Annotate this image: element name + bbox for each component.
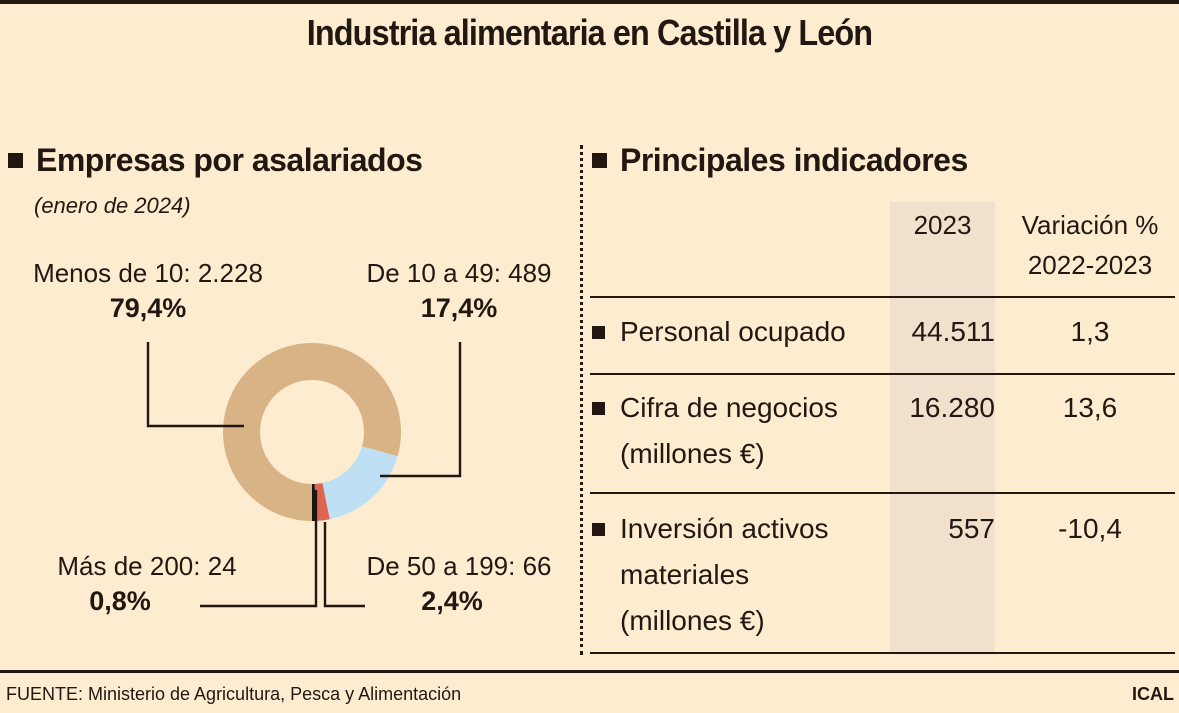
label-50-199: De 50 a 199: 66 2,4% <box>356 551 562 617</box>
label-50-199-count: 66 <box>522 551 552 581</box>
cell-variation-inversion: -10,4 <box>1058 513 1122 544</box>
table-row: Cifra de negocios (millones €) <box>592 385 838 477</box>
table-section-heading: Principales indicadores <box>592 142 968 179</box>
label-50-199-text: De 50 a 199 <box>366 551 509 581</box>
donut-section-heading: Empresas por asalariados <box>8 142 423 179</box>
donut-chart <box>146 342 462 608</box>
cell-2023-inversion: 557 <box>948 513 995 544</box>
slice-menos-10 <box>223 343 401 521</box>
section-divider <box>580 145 583 655</box>
bullet-square-icon <box>592 153 607 168</box>
label-mas-200-pct: 0,8% <box>89 586 151 616</box>
row-label-unit: (millones €) <box>620 605 765 636</box>
source-text: FUENTE: Ministerio de Agricultura, Pesca… <box>6 684 462 704</box>
row-label-unit: (millones €) <box>620 438 765 469</box>
footer-rule <box>0 670 1179 673</box>
column-header-variation-line2: 2022-2023 <box>1027 250 1153 280</box>
column-header-variation-line1: Variación % <box>1021 210 1159 240</box>
label-10-49-pct: 17,4% <box>420 293 498 323</box>
bullet-square-icon <box>592 402 605 415</box>
cell-2023-personal: 44.511 <box>911 316 995 347</box>
label-10-49-count: 489 <box>508 258 552 288</box>
label-mas-200: Más de 200: 24 0,8% <box>44 551 250 617</box>
label-10-49: De 10 a 49: 489 17,4% <box>356 258 562 324</box>
label-mas-200-text: Más de 200 <box>57 551 194 581</box>
bullet-square-icon <box>8 153 23 168</box>
column-2023-shade <box>890 202 995 652</box>
row-label-line2: materiales <box>620 559 750 590</box>
leader-line-50-199 <box>323 522 365 608</box>
table-row: Inversión activos materiales (millones €… <box>592 506 829 644</box>
column-header-variation: Variación % 2022-2023 <box>1005 205 1175 285</box>
column-header-2023: 2023 <box>913 210 972 240</box>
top-rule <box>0 0 1179 4</box>
leader-line-10-49 <box>380 342 462 478</box>
cell-2023-cifra: 16.280 <box>909 392 995 423</box>
table-rule <box>590 373 1175 375</box>
row-label: Cifra de negocios <box>620 392 838 423</box>
label-menos-10-count: 2.228 <box>197 258 263 288</box>
bullet-square-icon <box>592 523 605 536</box>
label-mas-200-count: 24 <box>207 551 237 581</box>
bullet-square-icon <box>592 326 605 339</box>
table-heading-text: Principales indicadores <box>620 142 968 178</box>
table-row: Personal ocupado <box>592 309 846 355</box>
page-title: Industria alimentaria en Castilla y León <box>306 12 873 53</box>
leader-line-menos-10 <box>146 342 244 428</box>
leader-line-mas-200 <box>200 490 318 608</box>
table-rule <box>590 492 1175 494</box>
label-menos-10: Menos de 10: 2.228 79,4% <box>20 258 276 324</box>
label-menos-10-text: Menos de 10 <box>33 258 184 288</box>
row-label: Inversión activos <box>620 513 829 544</box>
cell-variation-personal: 1,3 <box>1070 316 1110 347</box>
slice-10-49 <box>322 446 398 520</box>
table-rule <box>590 652 1175 654</box>
label-menos-10-pct: 79,4% <box>109 293 187 323</box>
slice-50-199 <box>314 482 330 521</box>
label-50-199-pct: 2,4% <box>421 586 483 616</box>
cell-variation-cifra: 13,6 <box>1062 392 1118 423</box>
label-10-49-text: De 10 a 49 <box>366 258 494 288</box>
table-rule <box>590 296 1175 298</box>
donut-subtitle: (enero de 2024) <box>34 193 191 218</box>
credit-text: ICAL <box>1132 684 1174 704</box>
row-label: Personal ocupado <box>620 316 846 347</box>
donut-heading-text: Empresas por asalariados <box>36 142 423 178</box>
